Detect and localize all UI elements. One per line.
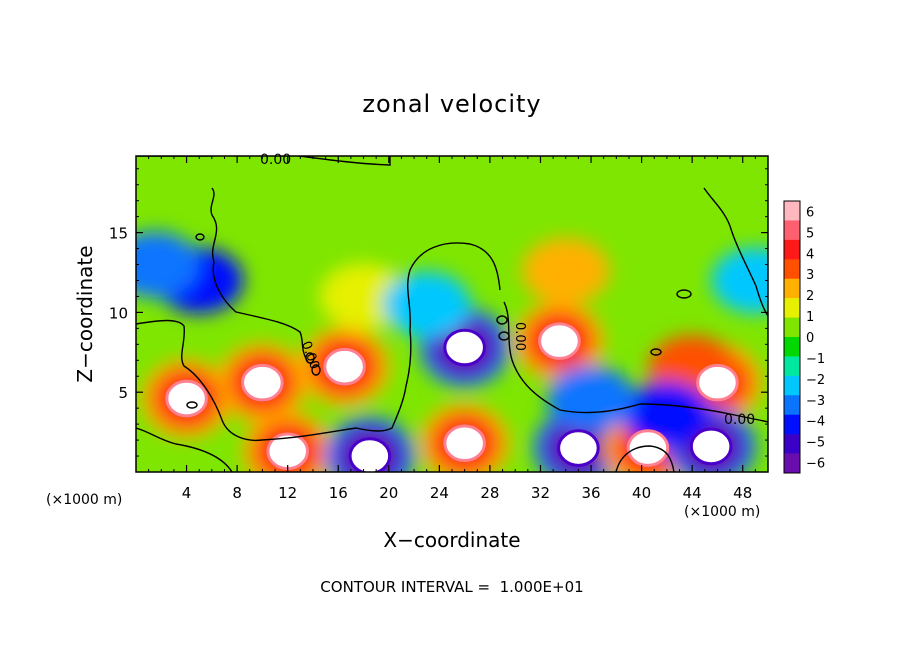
colorbar-tick-label: 0 [806,331,814,346]
field-core [696,363,739,402]
contour-loop-small [498,331,510,341]
field-patch [136,231,199,298]
colorbar-swatch [784,356,800,377]
contour-label: 0.00 [724,412,755,428]
field-core [241,363,284,402]
y-tick-label: 15 [109,225,128,243]
colorbar-tick-label: 5 [806,226,814,241]
y-tick-label: 10 [109,304,128,322]
colorbar-tick-label: −4 [806,415,825,430]
field-core [323,347,366,386]
field-patch [382,271,471,338]
field-core [626,429,670,467]
contour-loop-small [305,352,315,364]
contour-interval-note: CONTOUR INTERVAL = 1.000E+01 [320,578,583,596]
colorbar-frame [783,200,801,474]
colorbar-swatch [784,414,800,435]
x-tick-label: 36 [581,484,600,502]
colorbar-tick-label: 6 [806,205,814,220]
velocity-field [136,156,768,472]
contour-line-right [503,301,768,423]
colorbar-swatch [784,317,800,338]
x-tick-label: 8 [232,484,242,502]
colorbar-swatch [784,220,800,241]
colorbar-tick-label: −6 [806,457,825,472]
contour-loop-small [650,348,662,356]
colorbar-swatch [784,298,800,318]
x-axis: 4 8 12 16 20 24 28 32 36 40 44 48 [148,156,756,502]
contour-loop-small [311,364,321,376]
colorbar-tick-label: −3 [806,394,825,409]
field-patch [711,247,768,314]
contour-label: 0.00 [260,152,291,168]
x-tick-label: 40 [632,484,651,502]
x-tick-label: 16 [329,484,348,502]
colorbar-swatch [784,395,800,416]
contour-line-right-upper [703,187,768,317]
colorbar-swatch [784,375,800,396]
contour-loop-small [496,315,508,325]
chart-title: zonal velocity [362,90,541,118]
colorbar-tick-label: 3 [806,268,814,283]
x-tick-label: 28 [480,484,499,502]
x-tick-label: 12 [278,484,297,502]
contour-label: 0.00 [512,322,527,351]
colorbar-tick-label: −5 [806,436,825,451]
field-core [689,427,733,466]
field-core [165,379,208,418]
x-tick-label: 20 [379,484,398,502]
field-core [538,322,581,360]
y-tick-label: 5 [118,384,128,402]
colorbar-tick-label: 4 [806,247,814,262]
x-tick-label: 32 [531,484,550,502]
contour-line-mid [136,242,501,442]
contour-line-bottom-right [615,445,675,472]
contour-loop-small [186,401,198,409]
field-patch [547,365,636,432]
zero-contours [136,156,768,472]
x-axis-unit-right: (×1000 m) [684,504,760,520]
colorbar: 6 5 4 3 2 1 0 −1 −2 −3 −4 −5 −6 [783,200,825,474]
colorbar-tick-label: 1 [806,310,814,325]
field-patch [521,237,610,304]
colorbar-swatch [784,434,800,454]
x-axis-unit-left: (×1000 m) [46,492,122,508]
colorbar-swatch [784,278,800,299]
contour-line-left [210,187,309,363]
field-core [443,424,486,463]
contour-loop-small [195,233,205,241]
contour-line-bottom [136,427,233,472]
x-tick-label: 4 [182,484,192,502]
y-axis-label: Z−coordinate [73,245,97,382]
x-tick-label: 44 [683,484,702,502]
contour-line-top [136,156,391,166]
field-core [557,429,600,467]
y-axis: 5 10 15 [109,168,768,457]
colorbar-tick-label: −1 [806,352,825,367]
colorbar-swatch [784,201,800,221]
colorbar-tick-label: −2 [806,373,825,388]
x-tick-label: 48 [733,484,752,502]
colorbar-swatch [784,239,800,260]
contour-loop-small [676,289,692,299]
x-tick-label: 24 [430,484,449,502]
colorbar-swatch [784,259,800,280]
colorbar-tick-label: 2 [806,289,814,304]
field-core [443,328,486,367]
colorbar-swatch [784,337,800,357]
colorbar-swatch [784,453,800,474]
x-axis-label: X−coordinate [383,528,520,552]
field-core [348,437,392,472]
